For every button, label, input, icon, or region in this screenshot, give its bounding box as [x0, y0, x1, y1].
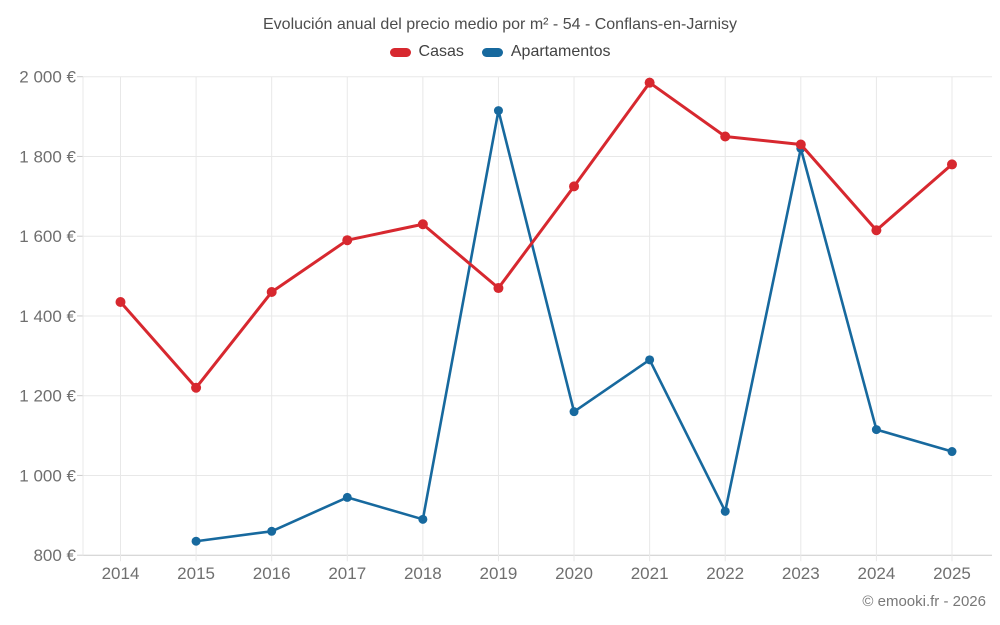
- data-point-apartamentos-2019[interactable]: [493, 106, 503, 116]
- data-point-casas-2019[interactable]: [493, 283, 504, 294]
- data-point-casas-2024[interactable]: [871, 225, 882, 236]
- x-axis-label: 2016: [253, 564, 291, 583]
- x-axis-label: 2022: [706, 564, 744, 583]
- legend-swatch-icon: [389, 47, 411, 57]
- data-point-casas-2022[interactable]: [720, 131, 731, 142]
- data-point-casas-2014[interactable]: [115, 296, 126, 307]
- data-point-apartamentos-2020[interactable]: [569, 407, 579, 417]
- legend-item-apartamentos[interactable]: Apartamentos: [481, 43, 611, 61]
- y-axis-label: 2 000 €: [19, 68, 76, 87]
- chart-title: Evolución anual del precio medio por m² …: [263, 16, 737, 33]
- x-axis-label: 2020: [555, 564, 593, 583]
- data-point-apartamentos-2018[interactable]: [418, 514, 428, 524]
- series-line-casas: [119, 81, 954, 390]
- legend-label: Apartamentos: [510, 43, 611, 60]
- chart-legend: Casas Apartamentos: [0, 43, 1000, 61]
- copyright-footer: © emooki.fr - 2026: [862, 593, 986, 610]
- y-axis-label: 1 200 €: [19, 387, 76, 406]
- data-point-apartamentos-2021[interactable]: [645, 355, 655, 365]
- y-axis-label: 1 400 €: [19, 307, 76, 326]
- data-point-apartamentos-2017[interactable]: [342, 492, 352, 502]
- x-axis-label: 2023: [782, 564, 820, 583]
- data-point-casas-2016[interactable]: [266, 287, 277, 298]
- x-axis-label: 2021: [631, 564, 669, 583]
- data-point-casas-2020[interactable]: [569, 181, 580, 192]
- data-point-apartamentos-2024[interactable]: [871, 425, 881, 435]
- data-point-apartamentos-2016[interactable]: [267, 526, 277, 536]
- data-point-casas-2021[interactable]: [644, 77, 655, 88]
- data-point-apartamentos-2022[interactable]: [720, 506, 730, 516]
- y-axis-label: 1 600 €: [19, 227, 76, 246]
- y-axis-label: 1 000 €: [19, 466, 76, 485]
- data-point-apartamentos-2015[interactable]: [191, 536, 201, 546]
- data-point-casas-2017[interactable]: [342, 235, 353, 246]
- x-axis-label: 2018: [404, 564, 442, 583]
- data-point-casas-2015[interactable]: [191, 382, 202, 393]
- x-axis-label: 2017: [328, 564, 366, 583]
- y-axis-label: 800 €: [33, 546, 76, 565]
- legend-item-casas[interactable]: Casas: [389, 43, 464, 61]
- x-axis-label: 2015: [177, 564, 215, 583]
- legend-label: Casas: [418, 43, 464, 60]
- legend-swatch-icon: [481, 47, 503, 57]
- data-point-casas-2025[interactable]: [946, 159, 957, 170]
- x-axis-label: 2014: [102, 564, 140, 583]
- y-axis-label: 1 800 €: [19, 147, 76, 166]
- data-point-casas-2018[interactable]: [417, 219, 428, 230]
- data-point-apartamentos-2025[interactable]: [947, 447, 957, 457]
- x-axis-label: 2024: [857, 564, 895, 583]
- x-axis-label: 2019: [480, 564, 518, 583]
- x-axis-label: 2025: [933, 564, 971, 583]
- data-point-casas-2023[interactable]: [795, 139, 806, 150]
